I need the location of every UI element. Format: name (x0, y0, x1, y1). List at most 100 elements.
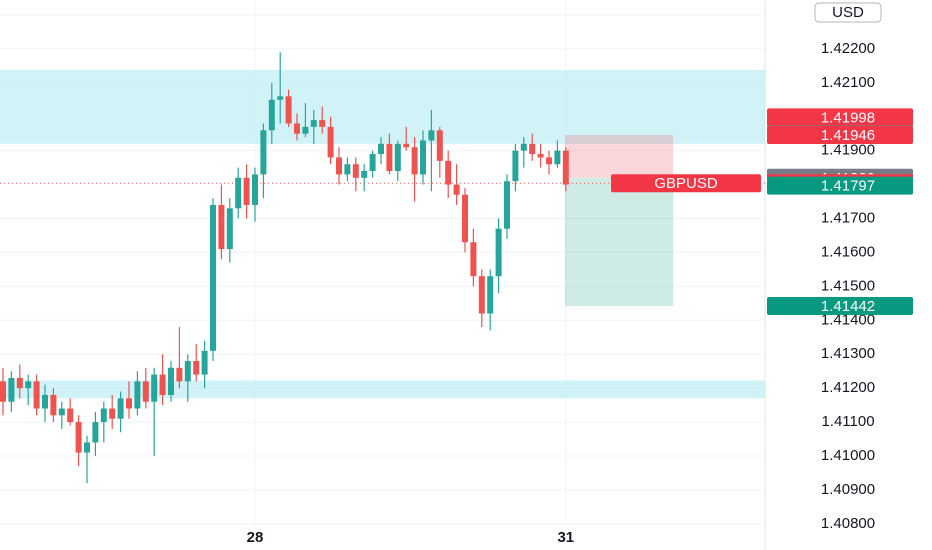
candle-body (252, 174, 258, 205)
y-tick-label: 1.41900 (821, 142, 875, 159)
candle-body (462, 194, 468, 243)
candle-body (226, 208, 233, 250)
candle-body (260, 130, 267, 175)
candle-body (537, 154, 544, 158)
y-tick-label: 1.42200 (821, 40, 875, 57)
candle-body (92, 422, 99, 443)
candle-body (512, 150, 519, 182)
candle-body (16, 377, 23, 389)
y-tick-label: 1.41600 (821, 243, 875, 260)
candle-body (453, 184, 460, 195)
candle-body (529, 143, 536, 155)
candle-body (554, 150, 561, 165)
candle-body (310, 120, 317, 127)
candle-body (58, 408, 65, 416)
candle-body (109, 408, 116, 419)
candle-body (42, 394, 48, 409)
x-tick-label: 28 (247, 529, 264, 546)
candle-body (302, 126, 309, 134)
candle-body (504, 181, 510, 229)
candle-body (436, 130, 443, 161)
price-label-bg (767, 126, 913, 145)
candle-body (33, 381, 40, 409)
candle-body (142, 381, 149, 402)
candle-body (0, 381, 6, 402)
y-tick-label: 1.40900 (821, 481, 875, 498)
candle-body (184, 361, 191, 382)
price-label-bg (767, 176, 913, 195)
candle-body (67, 408, 74, 423)
candle-body (218, 204, 225, 250)
y-tick-label: 1.41500 (821, 277, 875, 294)
candle-body (487, 276, 494, 314)
candle-body (268, 99, 275, 131)
symbol-tag: GBPUSD (654, 175, 718, 192)
target-zone (565, 177, 673, 307)
price-label: 1.41442 (821, 298, 875, 315)
price-label: 1.41946 (821, 127, 875, 144)
candle-body (470, 242, 477, 277)
candle-body (319, 120, 326, 127)
candle-body (327, 126, 334, 158)
candle-body (411, 147, 418, 175)
candle-body (520, 143, 527, 151)
price-label: 1.41998 (821, 109, 875, 126)
y-tick-label: 1.41200 (821, 379, 875, 396)
candle-body (562, 150, 569, 185)
candle-body (386, 143, 393, 172)
candle-body (352, 164, 359, 178)
candle-body (84, 442, 90, 453)
price-label-bg (767, 108, 913, 127)
candle-body (361, 171, 368, 178)
x-tick-label: 31 (557, 529, 574, 546)
candle-body (243, 177, 250, 205)
candle-body (285, 96, 292, 124)
candle-body (546, 157, 552, 165)
candle-body (8, 377, 15, 402)
candle-body (50, 394, 57, 416)
symbol-tag-bg (611, 174, 761, 193)
candle-body (176, 367, 183, 382)
candle-body (445, 160, 452, 185)
currency-badge (814, 2, 882, 23)
candle-body (201, 350, 208, 375)
y-tick-label: 1.42100 (821, 74, 875, 91)
y-tick-label: 1.41100 (821, 413, 874, 430)
candle-body (294, 123, 300, 134)
zone (0, 380, 765, 399)
candle-body (378, 143, 384, 155)
candle-body (403, 143, 410, 148)
candle-body (277, 96, 284, 100)
y-tick-label: 1.41300 (821, 345, 875, 362)
candle-body (126, 398, 132, 409)
zone (0, 69, 765, 144)
candle-body (25, 381, 32, 389)
candle-body (336, 157, 342, 175)
currency: USD (832, 4, 864, 21)
candle-body (344, 164, 351, 175)
candle-body (151, 374, 158, 402)
candle-body (100, 408, 107, 423)
y-tick-label: 1.41700 (821, 209, 875, 226)
candle-body (478, 276, 485, 314)
candle-body (369, 154, 376, 172)
candle-body (75, 422, 82, 453)
candle-body (159, 374, 166, 395)
price-label-bg (767, 297, 913, 316)
candle-body (134, 381, 141, 409)
candle-body (117, 398, 124, 419)
candle-body (420, 140, 426, 175)
y-tick-label: 1.41000 (821, 447, 875, 464)
y-tick-label: 1.40800 (821, 515, 875, 532)
candle-body (210, 204, 216, 351)
candle-body (235, 177, 242, 209)
candle-body (428, 130, 435, 141)
y-tick-label: 1.41400 (821, 311, 875, 328)
candle-body (168, 367, 174, 395)
candle-body (495, 228, 502, 277)
price-label: 1.41797 (821, 178, 875, 195)
candle-body (394, 143, 401, 172)
stop-zone (565, 135, 673, 178)
